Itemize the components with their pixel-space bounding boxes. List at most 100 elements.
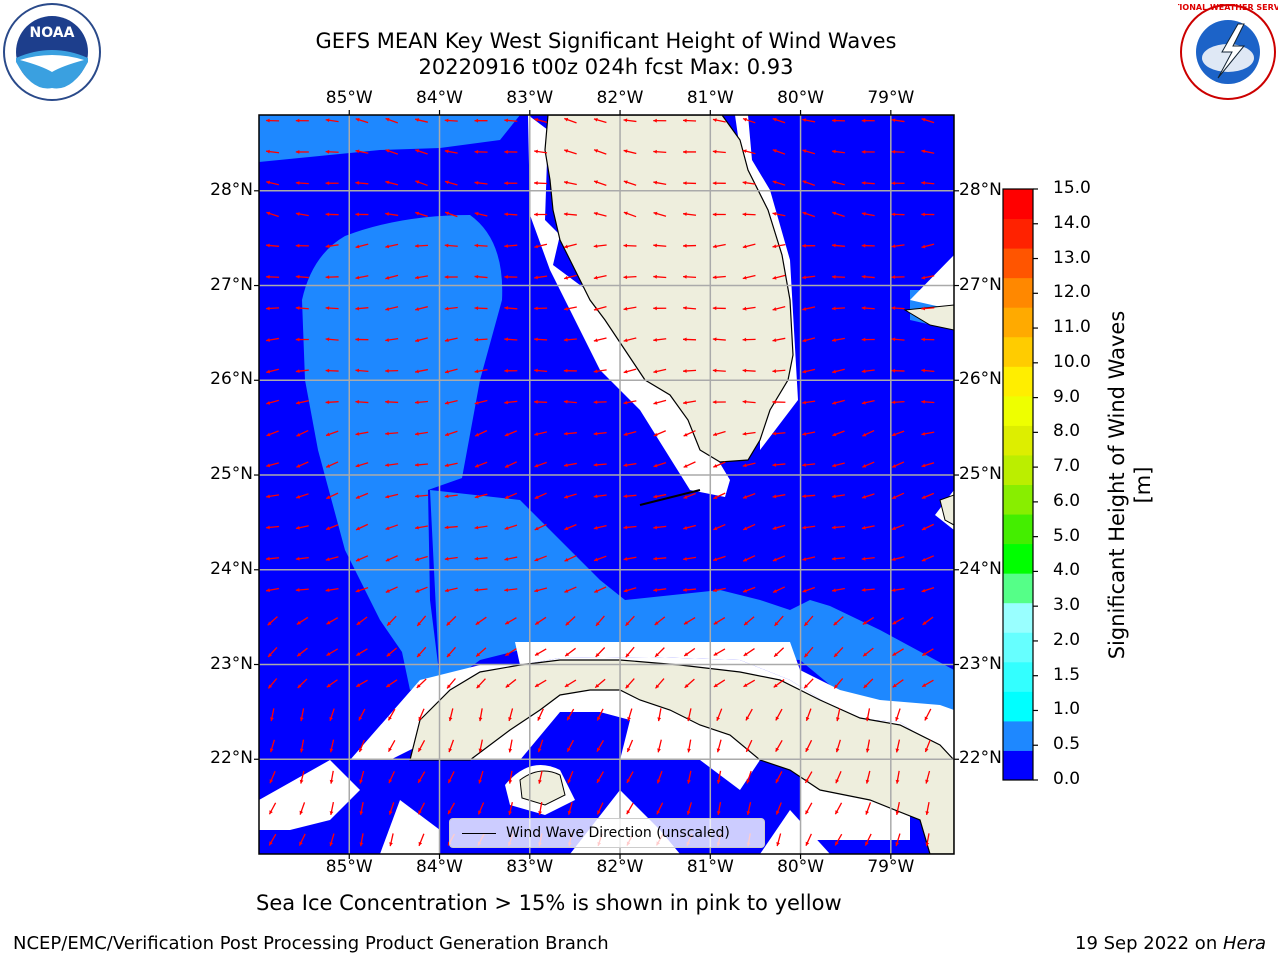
wave-direction-arrow <box>358 708 366 721</box>
wave-direction-arrow <box>266 430 279 437</box>
wave-direction-arrow <box>802 337 816 343</box>
wave-direction-arrow <box>712 275 726 280</box>
map-subtitle: 20220916 t00z 024h fcst Max: 0.93 <box>418 55 794 79</box>
wave-direction-arrow <box>895 739 901 753</box>
wave-direction-arrow <box>534 555 547 562</box>
wave-direction-arrow <box>861 556 875 561</box>
wave-direction-arrow <box>653 556 667 561</box>
wave-direction-arrow <box>921 679 934 688</box>
wave-direction-arrow <box>712 368 726 373</box>
wave-direction-arrow <box>687 739 692 753</box>
wave-direction-arrow <box>385 679 398 688</box>
wave-direction-arrow <box>683 243 697 248</box>
wave-direction-arrow <box>895 833 901 847</box>
wave-direction-arrow <box>325 181 339 186</box>
wave-direction-arrow <box>267 616 278 626</box>
wave-direction-arrow <box>534 616 547 626</box>
wave-direction-arrow <box>387 708 396 721</box>
wave-direction-arrow <box>623 243 637 248</box>
wave-direction-arrow <box>835 771 842 784</box>
lon-label-bottom: 80°W <box>777 857 825 877</box>
wave-direction-arrow <box>742 399 756 404</box>
wave-direction-arrow <box>504 368 518 373</box>
wave-direction-arrow <box>895 802 900 816</box>
wave-direction-arrow <box>595 647 606 658</box>
sea-ice-note: Sea Ice Concentration > 15% is shown in … <box>256 891 842 915</box>
wave-direction-arrow <box>776 833 782 847</box>
wave-direction-arrow <box>415 337 428 343</box>
wave-direction-arrow <box>299 802 306 815</box>
wave-direction-arrow <box>385 555 398 562</box>
wave-direction-arrow <box>802 463 816 467</box>
wave-direction-arrow <box>683 118 697 123</box>
wave-direction-arrow <box>565 616 576 626</box>
wave-direction-arrow <box>742 493 756 499</box>
wave-direction-arrow <box>326 648 339 657</box>
wave-direction-arrow <box>266 243 280 248</box>
wave-direction-arrow <box>626 739 634 753</box>
wave-direction-arrow <box>266 274 280 279</box>
wave-direction-arrow <box>712 212 726 217</box>
wave-direction-arrow <box>563 212 577 217</box>
wave-direction-arrow <box>921 492 935 499</box>
wave-direction-arrow <box>593 305 607 311</box>
wave-direction-arrow <box>534 212 548 217</box>
wave-direction-arrow <box>864 833 872 846</box>
wave-direction-arrow <box>656 770 663 784</box>
wave-direction-arrow <box>653 461 667 468</box>
lat-label-left: 22°N <box>210 748 253 769</box>
wave-direction-arrow <box>892 648 904 657</box>
wave-direction-arrow <box>446 646 456 658</box>
wave-direction-arrow <box>295 493 309 499</box>
wave-direction-arrow <box>861 525 875 530</box>
wave-direction-arrow <box>297 678 308 689</box>
wave-direction-arrow <box>266 399 279 405</box>
wave-direction-arrow <box>474 461 488 468</box>
wave-direction-arrow <box>863 678 874 689</box>
colorbar-tick-label: 4.0 <box>1053 560 1081 581</box>
wave-direction-arrow <box>564 679 577 688</box>
wave-direction-arrow <box>654 616 666 626</box>
wave-direction-arrow <box>325 588 339 593</box>
wave-direction-arrow <box>831 494 845 499</box>
wave-direction-arrow <box>805 708 812 722</box>
wave-direction-arrow <box>656 802 664 815</box>
wave-direction-arrow <box>355 306 369 311</box>
wave-direction-arrow <box>385 524 399 530</box>
wave-direction-arrow <box>566 708 575 721</box>
wave-direction-arrow <box>444 118 458 123</box>
svg-text:NOAA: NOAA <box>30 25 75 41</box>
colorbar-tick-label: 10.0 <box>1053 351 1091 372</box>
wave-direction-arrow <box>325 368 339 373</box>
wave-direction-arrow <box>772 274 786 280</box>
wave-direction-arrow <box>474 399 488 405</box>
wave-direction-arrow <box>921 462 935 468</box>
wave-direction-arrow <box>593 431 607 436</box>
wave-direction-arrow <box>861 588 875 592</box>
footer-credit: NCEP/EMC/Verification Post Processing Pr… <box>13 933 609 954</box>
wave-direction-arrow <box>891 149 905 154</box>
wave-direction-arrow <box>444 149 458 154</box>
wave-direction-arrow <box>474 306 488 311</box>
wave-direction-arrow <box>593 462 607 467</box>
wave-direction-arrow <box>716 708 723 722</box>
no-data-sw-2 <box>380 800 440 854</box>
colorbar-segment <box>1003 189 1033 220</box>
map-title: GEFS MEAN Key West Significant Height of… <box>315 29 897 53</box>
wave-direction-arrow <box>593 274 607 280</box>
colorbar-segment <box>1003 750 1033 781</box>
wave-direction-arrow <box>657 708 662 722</box>
wave-direction-arrow <box>802 586 816 593</box>
wave-direction-arrow <box>772 524 786 530</box>
wave-direction-arrow <box>653 180 667 186</box>
wave-direction-arrow <box>683 306 697 310</box>
wave-direction-arrow <box>684 678 695 689</box>
wave-direction-arrow <box>386 647 398 657</box>
wave-direction-arrow <box>773 647 785 658</box>
wave-direction-arrow <box>891 275 905 280</box>
wave-direction-arrow <box>742 431 756 436</box>
wave-direction-arrow <box>414 494 428 499</box>
wave-direction-arrow <box>266 525 280 530</box>
wave-direction-arrow <box>832 399 845 405</box>
wave-direction-arrow <box>593 586 607 593</box>
